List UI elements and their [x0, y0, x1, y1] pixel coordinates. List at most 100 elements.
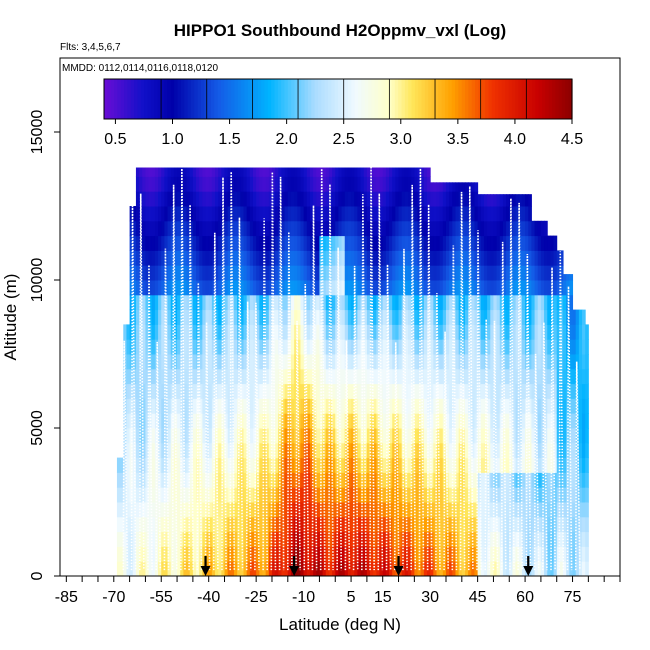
heatmap-cell	[344, 413, 349, 429]
heatmap-cell	[167, 487, 172, 503]
heatmap-cell	[192, 428, 197, 444]
heatmap-cell	[442, 235, 447, 251]
colorbar-tick-label: 1.0	[161, 131, 183, 148]
heatmap-cell	[240, 561, 245, 576]
heatmap-cell	[278, 220, 282, 237]
colorbar-swatch	[401, 79, 406, 119]
heatmap-cell	[202, 442, 207, 459]
heatmap-cell	[202, 309, 207, 325]
heatmap-cell	[256, 368, 260, 385]
heatmap-cell	[357, 383, 362, 399]
heatmap-cell	[309, 428, 314, 444]
heatmap-cell	[363, 250, 368, 266]
heatmap-cell	[395, 516, 400, 533]
heatmap-cell	[490, 516, 494, 533]
heatmap-cell	[354, 309, 358, 325]
heatmap-cell	[338, 309, 343, 325]
heatmap-cell	[196, 428, 200, 444]
heatmap-cell	[547, 457, 551, 473]
heatmap-cell	[445, 516, 450, 533]
heatmap-cell	[417, 220, 422, 237]
flight-track	[229, 171, 236, 571]
heatmap-cell	[347, 398, 352, 414]
heatmap-cell	[420, 191, 425, 207]
heatmap-cell	[309, 220, 314, 237]
heatmap-cell	[271, 442, 276, 459]
heatmap-cell	[192, 339, 197, 355]
heatmap-cell	[306, 191, 311, 207]
heatmap-cell	[496, 398, 501, 414]
heatmap-cell	[556, 457, 561, 473]
heatmap-cell	[480, 516, 485, 533]
heatmap-cell	[154, 457, 159, 473]
heatmap-cell	[487, 383, 491, 399]
heatmap-cell	[370, 167, 374, 177]
heatmap-cell	[332, 531, 336, 547]
heatmap-cell	[335, 457, 339, 473]
heatmap-cell	[559, 398, 564, 414]
heatmap-cell	[265, 487, 270, 503]
flight-track	[484, 319, 491, 571]
heatmap-cell	[234, 354, 238, 370]
heatmap-cell	[256, 561, 260, 576]
heatmap-cell	[550, 546, 555, 562]
heatmap-cell	[297, 280, 301, 296]
colorbar-swatch	[254, 79, 259, 119]
heatmap-cell	[357, 368, 362, 385]
heatmap-cell	[382, 413, 387, 429]
heatmap-cell	[347, 354, 352, 370]
heatmap-cell	[135, 167, 140, 177]
heatmap-cell	[585, 442, 589, 459]
heatmap-cell	[547, 516, 551, 533]
heatmap-cell	[404, 339, 409, 355]
heatmap-cell	[227, 265, 232, 281]
heatmap-cell	[528, 265, 532, 281]
heatmap-cell	[224, 502, 229, 518]
heatmap-cell	[218, 176, 222, 192]
heatmap-cell	[474, 309, 479, 325]
heatmap-cell	[373, 531, 377, 547]
heatmap-cell	[534, 502, 539, 518]
heatmap-cell	[442, 220, 447, 237]
heatmap-cell	[126, 413, 131, 429]
heatmap-cell	[534, 309, 539, 325]
heatmap-cell	[382, 398, 387, 414]
heatmap-cell	[585, 413, 589, 429]
heatmap-cell	[392, 167, 396, 177]
heatmap-cell	[306, 383, 311, 399]
heatmap-cell	[392, 324, 396, 340]
heatmap-cell	[180, 191, 184, 207]
heatmap-cell	[477, 546, 482, 562]
heatmap-cell	[246, 561, 251, 576]
heatmap-cell	[271, 383, 276, 399]
heatmap-cell	[385, 546, 390, 562]
heatmap-cell	[173, 309, 178, 325]
heatmap-cell	[259, 457, 263, 473]
heatmap-cell	[544, 354, 548, 370]
heatmap-cell	[275, 354, 279, 370]
heatmap-cell	[445, 191, 450, 207]
heatmap-cell	[550, 472, 555, 488]
heatmap-cell	[563, 383, 567, 399]
heatmap-cell	[132, 472, 137, 488]
heatmap-cell	[572, 442, 577, 459]
heatmap-cell	[395, 368, 400, 385]
heatmap-cell	[417, 428, 422, 444]
heatmap-cell	[389, 339, 393, 355]
flight-track	[451, 245, 458, 571]
heatmap-cell	[177, 309, 181, 325]
heatmap-cell	[208, 324, 213, 340]
heatmap-cell	[230, 235, 235, 251]
colorbar-swatch	[247, 79, 252, 119]
heatmap-cell	[496, 250, 501, 266]
heatmap-cell	[275, 531, 279, 547]
heatmap-cell	[262, 167, 267, 177]
heatmap-cell	[540, 383, 545, 399]
heatmap-cell	[401, 206, 406, 222]
heatmap-cell	[218, 398, 222, 414]
heatmap-cell	[452, 398, 456, 414]
heatmap-cell	[202, 428, 207, 444]
heatmap-cell	[341, 206, 346, 222]
heatmap-cell	[309, 472, 314, 488]
heatmap-cell	[224, 398, 229, 414]
